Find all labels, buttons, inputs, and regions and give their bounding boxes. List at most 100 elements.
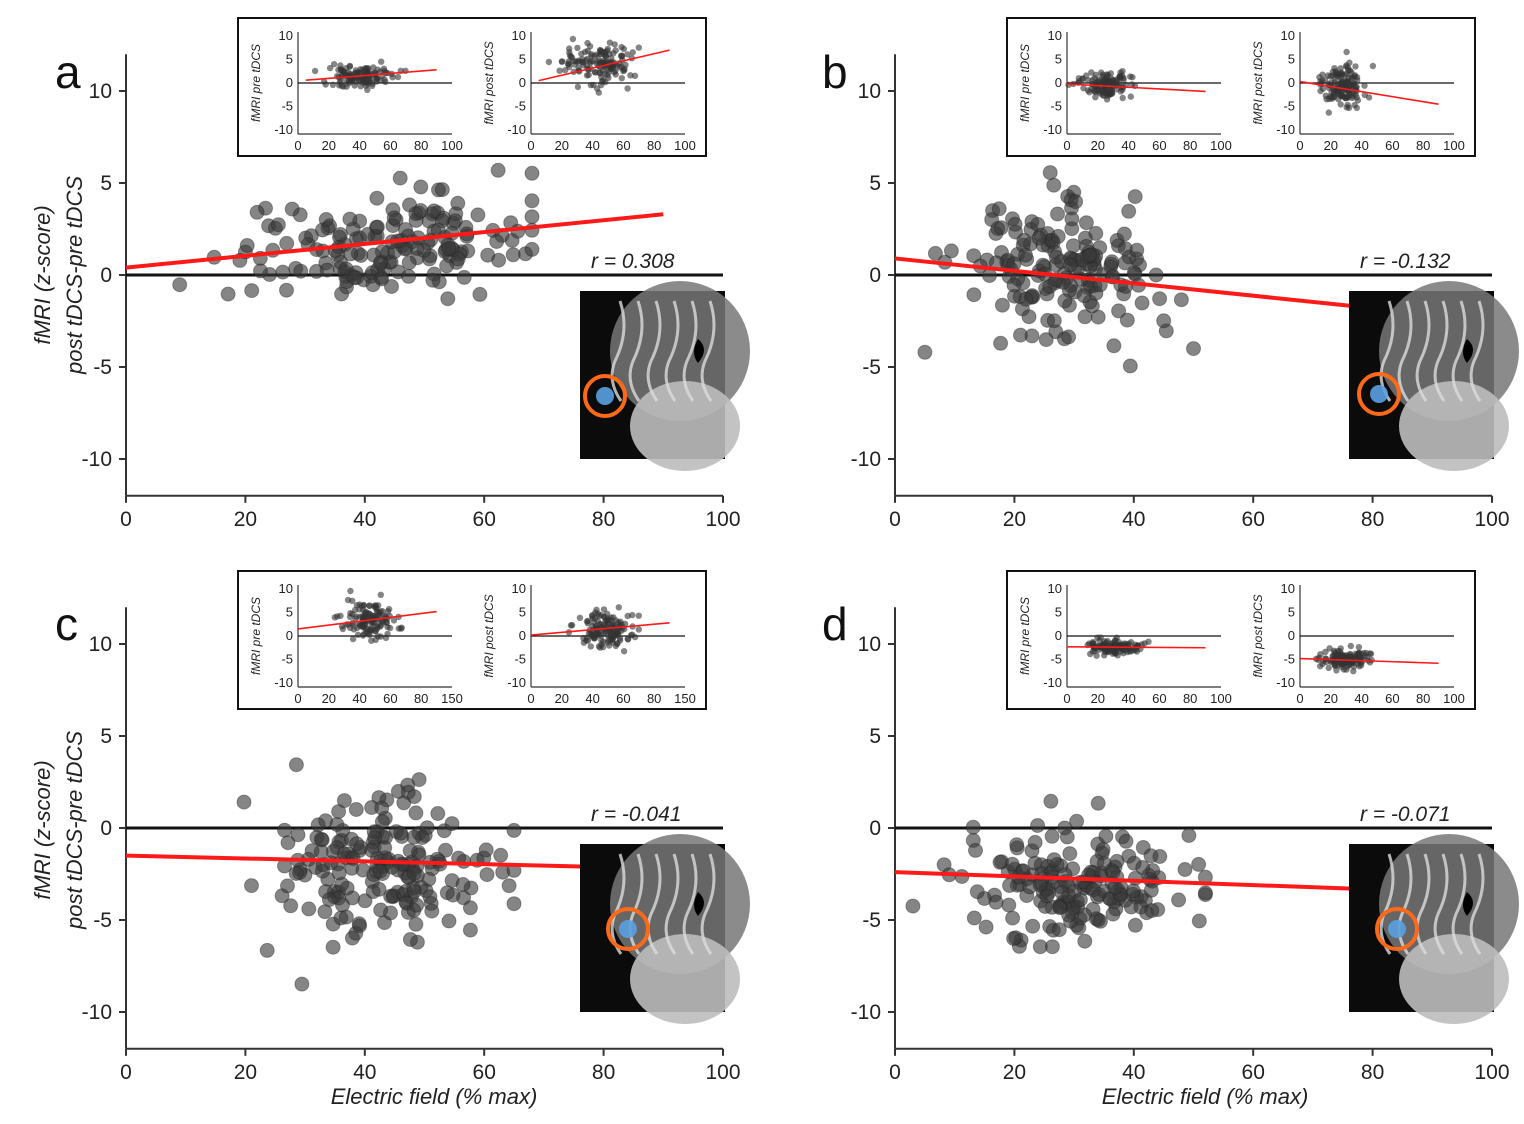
brain-ventricle [1463,339,1473,363]
inset-data-point [1323,658,1330,666]
data-point [406,866,422,882]
data-point [280,878,295,894]
inset-data-point [611,41,618,48]
brain-gyrus [646,853,662,955]
x-tick-label: 80 [1361,508,1384,531]
data-point [450,251,466,267]
data-point [346,270,362,286]
inset-y-tick-label: -5 [514,99,526,114]
data-point [279,282,294,298]
data-point [493,847,509,863]
data-point [1127,266,1143,282]
data-point [1016,232,1032,248]
brain-gyrus [682,300,698,402]
data-point [290,827,306,843]
inset-x-tick-label: 20 [322,138,336,153]
data-point [456,269,472,285]
data-point [936,857,952,873]
inset-data-point [365,78,372,86]
inset-data-point [635,44,642,51]
inset-data-point [569,35,577,43]
inset-data-point [1327,79,1335,86]
data-point [398,222,413,237]
data-point [1006,277,1022,293]
data-point [993,220,1009,236]
inset-y-tick-label: -5 [1050,99,1062,114]
data-point [1090,795,1106,811]
inset-x-tick-label: 0 [1296,138,1303,153]
data-point [1065,238,1081,254]
inset-data-point [602,618,609,625]
inset-data-point [600,638,607,645]
inset-frame [1006,570,1476,710]
data-point [313,831,329,847]
inset-data-point [1341,658,1348,665]
scatter-points [236,757,522,992]
inset-data-point [584,617,592,625]
inset-data-point [1119,94,1126,102]
inset-data-point [311,67,319,75]
data-point [447,213,463,229]
data-point [343,246,359,262]
data-point [386,210,402,226]
brain-gyrus [1433,853,1449,955]
inset-data-point [1355,644,1363,651]
data-point [1027,834,1043,850]
data-point [1072,892,1088,908]
data-point [1048,249,1064,265]
brain-activation [596,387,614,405]
data-point [430,806,446,821]
inset-data-point [624,635,631,643]
data-point [298,230,314,246]
data-point [321,892,337,908]
data-point [524,165,540,181]
inset-x-tick-label: 20 [555,691,569,706]
inset-data-point [1346,91,1353,99]
data-point [355,862,371,878]
y-tick-label: -5 [93,909,112,932]
data-point [489,234,505,249]
x-tick-label: 100 [705,508,740,531]
data-point [253,263,268,279]
y-tick-label: -10 [82,1001,112,1024]
data-point [1006,931,1022,946]
inset-data-point [1317,663,1324,670]
x-tick-label: 100 [1474,508,1509,531]
data-point [239,238,255,253]
inset-y-label: fMRI post tDCS [482,594,496,677]
scatter-points [917,165,1201,374]
brain-gyrus [628,300,644,402]
inset-x-tick-label: 60 [616,691,630,706]
inset-data-point [1365,94,1373,101]
inset-data-point [349,635,357,643]
data-point [1191,913,1207,929]
inset-data-point [1127,93,1135,100]
data-point [1173,292,1189,308]
data-point [334,286,350,302]
data-point [1156,313,1172,329]
inset-x-tick-label: 40 [1121,691,1135,706]
data-point [1116,226,1132,242]
inset-data-point [394,73,402,81]
inset-data-point [612,67,619,74]
inset-data-point [574,83,582,91]
data-point [439,258,455,274]
correlation-label: r = -0.132 [1360,250,1451,273]
correlation-label: r = -0.071 [1360,803,1450,826]
inset-regression-line [530,622,670,636]
inset-data-point [337,612,344,619]
inset-data-point [1343,48,1350,56]
inset-data-point [353,613,360,620]
inset-x-tick-label: 100 [1210,138,1232,153]
data-point [369,190,385,206]
inset-data-point [1335,654,1342,661]
inset-y-tick-label: 10 [512,28,526,43]
data-point [283,898,299,914]
data-point [1152,291,1168,307]
inset-data-point [635,612,642,619]
inset-y-tick-label: -10 [274,122,293,137]
